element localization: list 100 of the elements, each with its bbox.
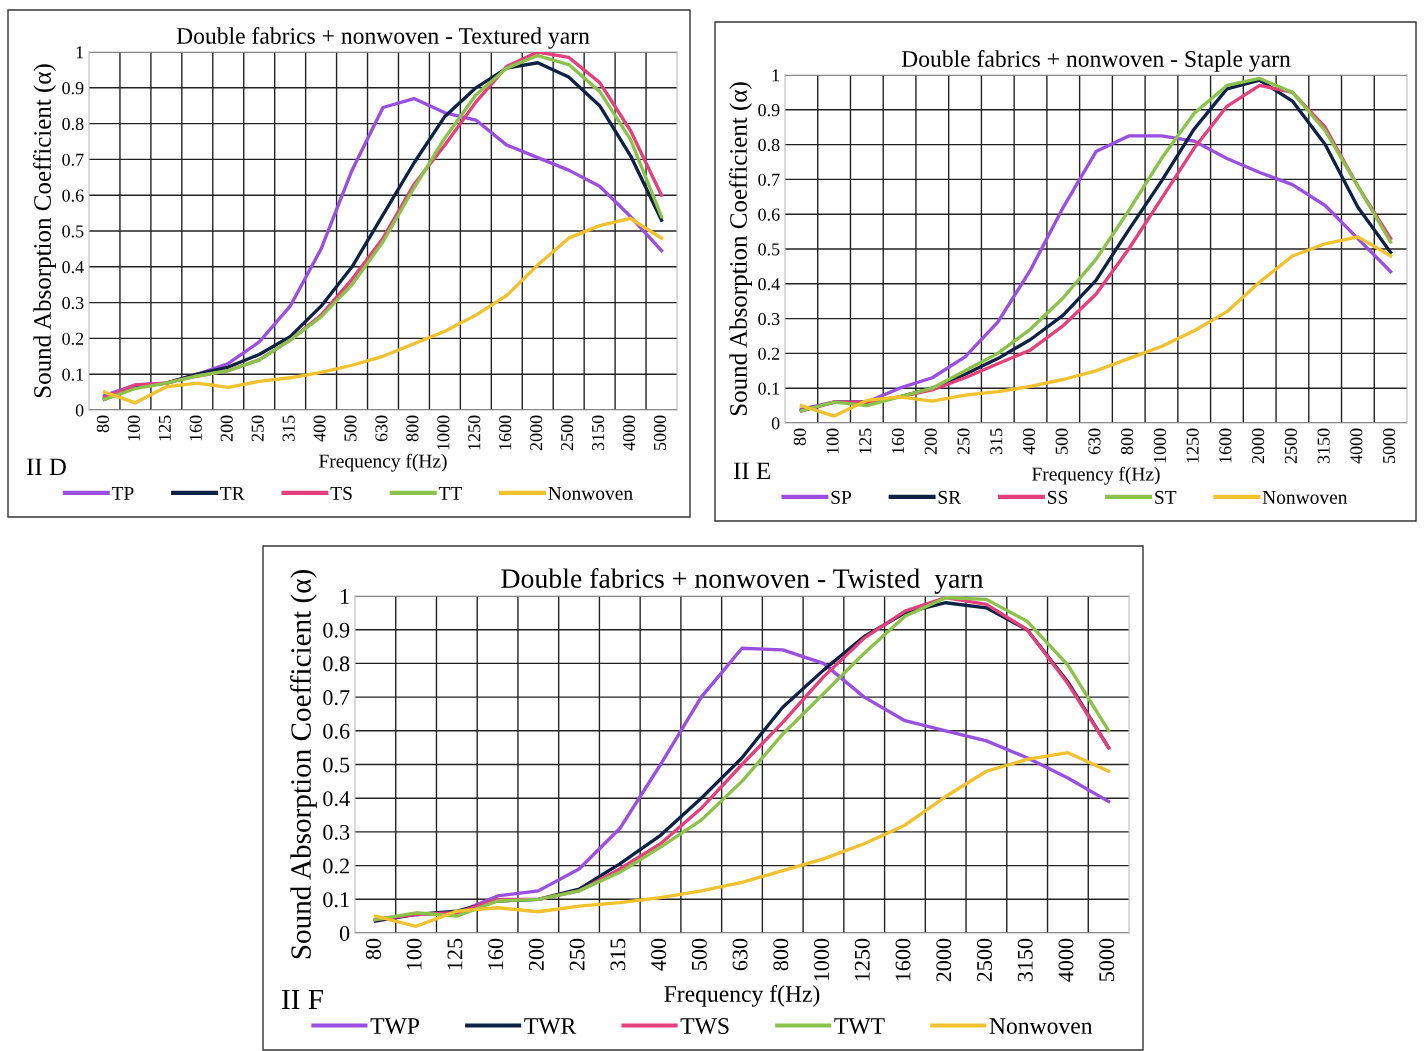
x-tick-label: 5000 [1382, 428, 1396, 463]
legend-label: TR [220, 487, 245, 500]
y-tick-label: 0.5 [62, 225, 84, 238]
y-tick-label: 0.4 [62, 261, 84, 274]
y-tick-label: 1 [772, 69, 780, 82]
y-tick-label: 0.1 [323, 892, 349, 908]
y-tick-label: 0 [75, 404, 84, 417]
x-tick-label: 3150 [1017, 938, 1033, 982]
x-tick-label: 160 [488, 938, 504, 970]
x-tick-label: 100 [127, 415, 140, 441]
y-tick-label: 0.5 [758, 243, 780, 256]
x-tick-label: 4000 [622, 415, 636, 451]
x-tick-label: 200 [528, 938, 544, 971]
y-axis-title: Sound Absorption Coefficient (α) [729, 82, 753, 416]
y-tick-label: 0.3 [62, 296, 84, 310]
y-tick-label: 0.6 [758, 208, 780, 221]
y-axis-title: Sound Absorption Coefficient (α) [33, 64, 57, 398]
y-tick-label: 0.7 [62, 153, 84, 166]
y-tick-label: 0.3 [323, 824, 350, 840]
x-tick-label: 1600 [1219, 428, 1232, 463]
y-tick-label: 0.9 [758, 104, 780, 117]
y-tick-label: 0.6 [62, 189, 84, 202]
x-tick-label: 315 [282, 415, 295, 442]
legend-label: SR [938, 490, 962, 504]
x-tick-label: 2500 [561, 415, 574, 451]
x-tick-label: 80 [365, 938, 381, 960]
x-tick-label: 125 [158, 415, 171, 441]
x-tick-label: 315 [610, 938, 626, 971]
y-axis-title: Sound Absorption Coefficient (α) [290, 570, 317, 959]
x-tick-label: 160 [891, 428, 905, 454]
legend-label: TWT [834, 1018, 885, 1035]
legend-label: TWS [680, 1018, 729, 1035]
y-tick-label: 0 [771, 417, 780, 430]
x-axis-title: Frequency f(Hz) [319, 453, 447, 472]
y-tick-label: 0.4 [323, 791, 350, 807]
y-tick-label: 0.7 [758, 173, 780, 186]
x-axis-title: Frequency f(Hz) [664, 985, 820, 1007]
x-axis-title: Frequency f(Hz) [1032, 466, 1160, 485]
x-tick-label: 1600 [499, 415, 512, 450]
y-tick-label: 0.2 [758, 347, 780, 360]
x-tick-label: 800 [1121, 428, 1134, 455]
x-tick-label: 630 [375, 415, 388, 442]
x-tick-label: 250 [251, 415, 264, 442]
y-tick-label: 1 [340, 589, 349, 604]
y-tick-label: 0.2 [62, 332, 84, 345]
x-tick-label: 2000 [530, 415, 543, 451]
x-tick-label: 500 [1055, 428, 1068, 454]
y-tick-label: 0.5 [323, 757, 350, 773]
x-tick-label: 2500 [976, 938, 992, 982]
x-tick-label: 2000 [936, 938, 952, 982]
legend-label: TS [330, 486, 352, 500]
x-tick-label: 200 [924, 428, 937, 455]
legend-label: Nonwoven [989, 1018, 1093, 1034]
legend-label: Nonwoven [1262, 491, 1348, 504]
y-tick-label: 0.3 [758, 312, 780, 326]
x-tick-label: 100 [406, 938, 422, 970]
x-tick-label: 250 [957, 428, 970, 455]
x-tick-label: 630 [732, 938, 748, 971]
x-tick-label: 500 [691, 938, 707, 970]
x-tick-label: 100 [826, 428, 839, 454]
legend-label: ST [1155, 490, 1177, 504]
x-tick-label: 1000 [1153, 428, 1166, 463]
line-series [373, 751, 1111, 928]
x-tick-label: 1250 [1186, 428, 1199, 463]
chart-title: Double fabrics + nonwoven - Staple yarn [901, 50, 1291, 72]
x-tick-label: 400 [1022, 428, 1036, 455]
chart-title: Double fabrics + nonwoven - Twisted yarn [501, 568, 984, 594]
legend-label: Nonwoven [548, 487, 633, 500]
y-tick-label: 1 [76, 46, 84, 59]
x-tick-label: 1250 [854, 938, 870, 981]
x-tick-label: 125 [859, 428, 872, 454]
x-tick-label: 400 [313, 415, 326, 442]
x-tick-label: 315 [990, 428, 1003, 455]
x-tick-label: 2500 [1284, 428, 1297, 464]
legend-label: SP [831, 490, 852, 504]
chart-title: Double fabrics + nonwoven - Textured yarn [176, 27, 590, 49]
x-tick-label: 800 [773, 938, 789, 971]
x-tick-label: 630 [1088, 428, 1101, 455]
y-tick-label: 0 [339, 925, 350, 941]
line-series [799, 235, 1393, 418]
x-tick-label: 200 [220, 415, 233, 442]
y-tick-label: 0.2 [323, 858, 349, 874]
x-tick-label: 1600 [895, 938, 911, 981]
x-tick-label: 1250 [468, 415, 481, 450]
legend-label: TWR [524, 1018, 577, 1035]
x-tick-label: 3150 [1317, 428, 1330, 464]
x-tick-label: 800 [406, 415, 419, 442]
y-tick-label: 0.8 [758, 138, 780, 152]
legend-label: TWP [370, 1018, 420, 1035]
y-tick-label: 0.6 [323, 723, 350, 739]
y-tick-label: 0.9 [323, 622, 350, 638]
y-tick-label: 0.4 [758, 278, 780, 291]
x-tick-label: 5000 [653, 415, 667, 450]
x-tick-label: 500 [344, 415, 357, 441]
x-tick-label: 80 [96, 415, 109, 433]
legend-label: SS [1048, 490, 1068, 504]
y-tick-label: 0.1 [758, 382, 780, 395]
x-tick-label: 80 [793, 428, 806, 446]
x-tick-label: 1000 [814, 938, 830, 981]
y-tick-label: 0.8 [323, 656, 350, 672]
